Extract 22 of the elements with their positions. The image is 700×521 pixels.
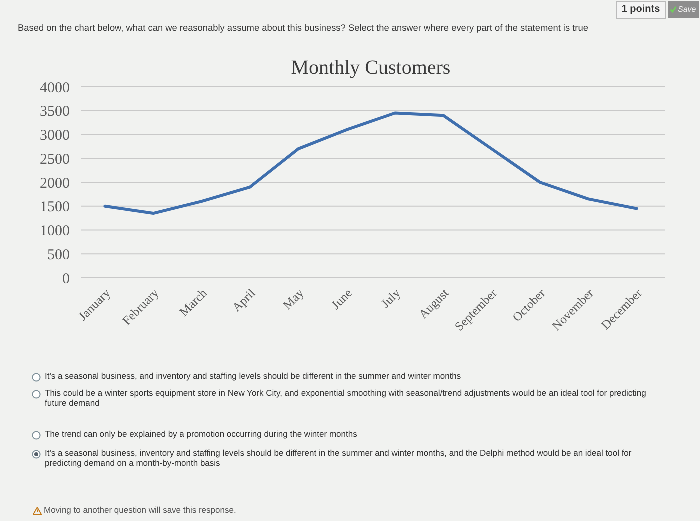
text: It's a seasonal business, inventory and staffing levels should be different in the summer and winter months, and the Delphi method would be an ideal tool for predicting demand on a month-by-month basis bbox=[45, 448, 633, 468]
y-tick-label: 1500 bbox=[40, 200, 70, 216]
text: This could be a winter sports equipment store in New York City, and exponential smoothing with seasonal/trend adjustments would be an ideal tool for predicting future demand bbox=[45, 388, 648, 408]
text: It's a seasonal business, and inventory and staffing levels should be different in the summer and winter months bbox=[45, 371, 462, 382]
text: Moving to another question will save this response. bbox=[44, 505, 236, 516]
y-tick-label: 4000 bbox=[40, 80, 70, 96]
y-tick-label: 500 bbox=[48, 247, 70, 264]
x-tick-label: July bbox=[378, 286, 404, 311]
text: 1 points bbox=[616, 1, 666, 19]
text: Save bbox=[678, 4, 696, 16]
x-tick-label: May bbox=[280, 286, 308, 312]
text: Based on the chart below, what can we reasonably assume about this business? Select the answer where every part of the statement is true bbox=[18, 23, 590, 34]
text: The trend can only be explained by a promotion occurring during the winter months bbox=[45, 429, 358, 440]
y-tick-label: 2500 bbox=[40, 152, 70, 168]
y-tick-label: 3500 bbox=[40, 104, 70, 120]
y-tick-label: 2000 bbox=[40, 176, 70, 192]
y-tick-label: 1000 bbox=[40, 224, 70, 240]
y-tick-label: 3000 bbox=[40, 128, 70, 144]
y-tick-label: 0 bbox=[62, 271, 70, 288]
line-series bbox=[104, 112, 638, 216]
chart-title: Monthly Customers bbox=[291, 57, 451, 79]
x-tick-label: June bbox=[328, 286, 356, 312]
